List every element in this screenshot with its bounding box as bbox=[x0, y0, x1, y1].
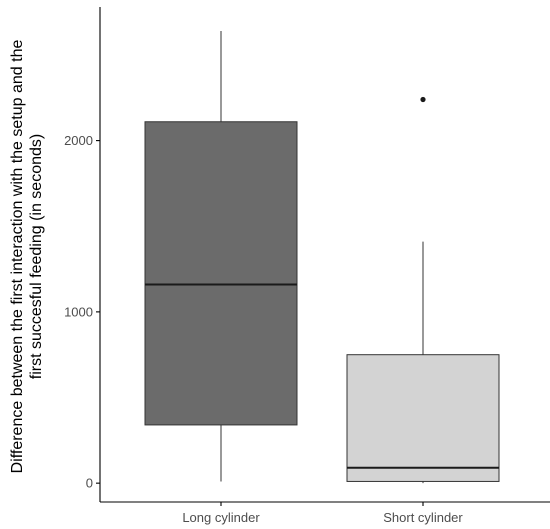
box-group bbox=[144, 30, 298, 482]
outlier-point bbox=[420, 96, 426, 103]
x-axis-ticks: Long cylinder Short cylinder bbox=[182, 502, 463, 525]
y-tick-label: 2000 bbox=[64, 133, 93, 148]
y-tick-label: 1000 bbox=[64, 304, 93, 319]
y-tick-label: 0 bbox=[86, 476, 93, 491]
y-axis-ticks: 0 1000 2000 bbox=[64, 133, 100, 491]
y-axis-title-line: first succesful feeding (in seconds) bbox=[28, 134, 45, 379]
box-iqr bbox=[346, 354, 500, 482]
box-iqr bbox=[144, 121, 298, 426]
y-axis-title: Difference between the first interaction… bbox=[9, 40, 45, 474]
y-axis-title-line: Difference between the first interaction… bbox=[9, 40, 26, 474]
x-tick-label: Long cylinder bbox=[182, 510, 260, 525]
box-group bbox=[346, 96, 500, 484]
plot-area bbox=[144, 30, 500, 484]
x-tick-label: Short cylinder bbox=[383, 510, 463, 525]
